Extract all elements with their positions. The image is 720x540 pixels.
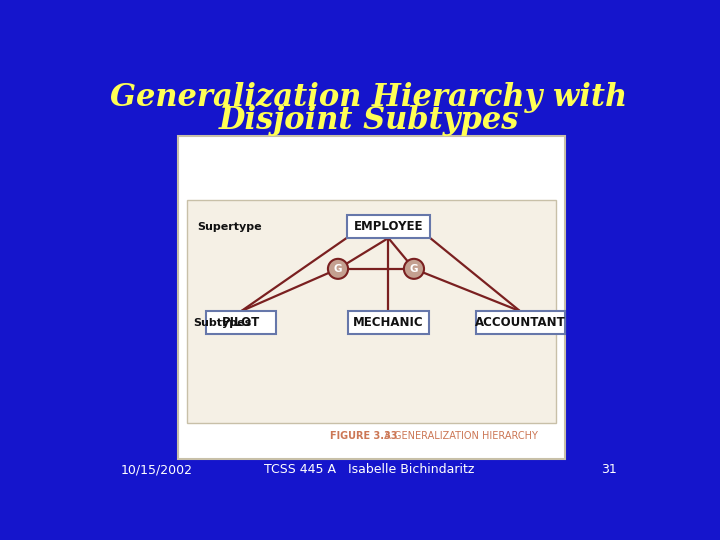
Text: TCSS 445 A   Isabelle Bichindaritz: TCSS 445 A Isabelle Bichindaritz: [264, 463, 474, 476]
Text: Subtypes: Subtypes: [193, 318, 251, 328]
FancyBboxPatch shape: [348, 311, 429, 334]
Text: Disjoint Subtypes: Disjoint Subtypes: [219, 105, 519, 136]
FancyBboxPatch shape: [346, 215, 431, 238]
Text: G: G: [334, 264, 342, 274]
Text: FIGURE 3.33: FIGURE 3.33: [330, 431, 397, 441]
Text: PILOT: PILOT: [222, 316, 260, 329]
Text: A GENERALIZATION HIERARCHY: A GENERALIZATION HIERARCHY: [378, 431, 538, 441]
Text: EMPLOYEE: EMPLOYEE: [354, 220, 423, 233]
Text: Generalization Hierarchy with: Generalization Hierarchy with: [110, 83, 628, 113]
Circle shape: [404, 259, 424, 279]
Text: G: G: [410, 264, 418, 274]
Text: MECHANIC: MECHANIC: [353, 316, 423, 329]
Circle shape: [328, 259, 348, 279]
Text: 31: 31: [601, 463, 617, 476]
Text: ACCOUNTANT: ACCOUNTANT: [474, 316, 565, 329]
Text: Supertype: Supertype: [197, 221, 261, 232]
FancyBboxPatch shape: [178, 136, 565, 459]
FancyBboxPatch shape: [187, 200, 556, 423]
Text: 10/15/2002: 10/15/2002: [121, 463, 193, 476]
FancyBboxPatch shape: [206, 311, 276, 334]
FancyBboxPatch shape: [476, 311, 564, 334]
